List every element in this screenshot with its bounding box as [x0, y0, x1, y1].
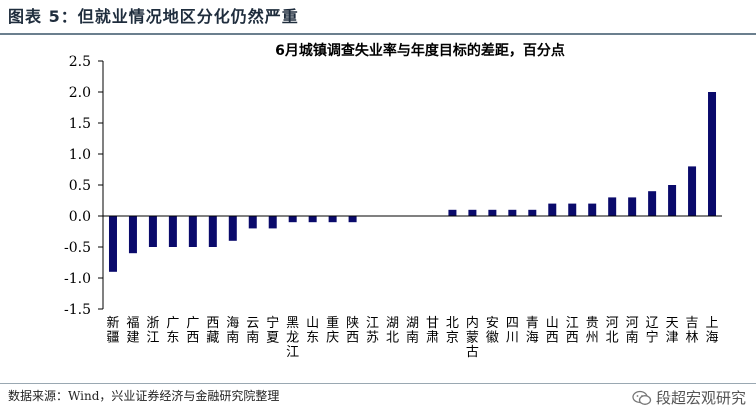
chart-title: 6月城镇调查失业率与年度目标的差距，百分点 — [275, 42, 565, 59]
source-note: 数据来源：Wind，兴业证券经济与金融研究院整理 — [8, 389, 280, 403]
x-tick-label: 天津 — [666, 316, 679, 346]
x-tick-label: 江苏 — [366, 316, 379, 346]
x-tick-label: 宁夏 — [266, 315, 279, 346]
bar — [328, 216, 337, 223]
bar — [288, 216, 297, 223]
x-tick-label: 青海 — [526, 316, 539, 346]
bars — [108, 92, 717, 272]
watermark-text: 段超宏观研究 — [655, 389, 746, 407]
y-axis: -1.5 -1.0 -0.5 0.0 0.5 1.0 1.5 2.0 2.5 — [64, 54, 104, 318]
x-tick-label: 西藏 — [206, 316, 219, 346]
x-tick-label: 浙江 — [146, 316, 159, 346]
x-tick-label: 上海 — [706, 316, 719, 346]
y-tick-label: -0.5 — [64, 240, 91, 256]
x-tick-label: 福建 — [126, 316, 139, 346]
x-tick-label: 辽宁 — [646, 316, 659, 346]
x-tick-label: 江西 — [566, 316, 579, 346]
x-tick-label: 云南 — [246, 316, 259, 346]
x-tick-label: 北京 — [446, 316, 459, 346]
bar-chart: 6月城镇调查失业率与年度目标的差距，百分点 -1.5 -1.0 -0.5 0.0 0.5… — [64, 42, 722, 360]
bar — [108, 216, 117, 272]
bar — [128, 216, 137, 254]
bar — [268, 216, 277, 229]
bar — [248, 216, 257, 229]
y-tick-label: 1.5 — [69, 116, 91, 132]
x-tick-label: 河北 — [606, 316, 619, 346]
bar — [608, 197, 617, 216]
x-axis-labels: 新疆福建浙江广东广西西藏海南云南宁夏黑龙江山东重庆陕西江苏湖北湖南甘肃北京内蒙古… — [106, 315, 718, 360]
x-tick-label: 贵州 — [586, 316, 599, 346]
bar — [208, 216, 217, 247]
bar — [588, 203, 597, 216]
bar — [148, 216, 157, 247]
bar — [488, 209, 497, 216]
x-tick-label: 吉林 — [686, 316, 699, 346]
bar — [448, 209, 457, 216]
x-tick-label: 湖北 — [386, 316, 399, 346]
x-tick-label: 新疆 — [106, 315, 119, 346]
x-tick-label: 甘肃 — [426, 316, 439, 346]
bar — [668, 185, 677, 216]
y-tick-label: 0.0 — [69, 209, 91, 225]
bar — [188, 216, 197, 247]
title-rule — [0, 33, 756, 35]
bar — [468, 209, 477, 216]
x-tick-label: 山西 — [546, 316, 559, 346]
x-tick-label: 安徽 — [486, 316, 499, 346]
source-rule — [0, 383, 756, 384]
bar — [548, 203, 557, 216]
bar — [508, 209, 517, 216]
x-tick-label: 海南 — [226, 316, 239, 346]
x-tick-label: 广西 — [186, 316, 199, 346]
y-tick-label: -1.5 — [64, 302, 91, 318]
bar — [688, 166, 697, 216]
x-tick-label: 四川 — [506, 316, 519, 346]
bar — [168, 216, 177, 247]
x-tick-label: 黑龙江 — [286, 316, 299, 360]
y-tick-label: 0.5 — [69, 178, 91, 194]
x-tick-label: 湖南 — [406, 316, 419, 346]
y-tick-label: 1.0 — [69, 147, 91, 163]
bar — [348, 216, 357, 223]
wechat-icon — [632, 390, 652, 405]
x-tick-label: 广东 — [166, 316, 179, 346]
bar — [708, 92, 717, 216]
x-tick-label: 内蒙古 — [466, 315, 479, 360]
bar — [628, 197, 637, 216]
bar — [648, 191, 657, 216]
x-tick-label: 重庆 — [326, 315, 339, 346]
figure-title: 图表 5：但就业情况地区分化仍然严重 — [8, 7, 299, 26]
bar — [308, 216, 317, 223]
y-tick-label: 2.0 — [69, 85, 91, 101]
x-tick-label: 河南 — [626, 316, 639, 346]
x-tick-label: 陕西 — [346, 316, 359, 346]
bar — [228, 216, 237, 241]
bar — [528, 209, 537, 216]
y-tick-label: -1.0 — [64, 271, 91, 287]
y-tick-label: 2.5 — [69, 54, 91, 70]
watermark: 段超宏观研究 — [632, 387, 746, 408]
x-tick-label: 山东 — [306, 316, 319, 346]
bar — [568, 203, 577, 216]
